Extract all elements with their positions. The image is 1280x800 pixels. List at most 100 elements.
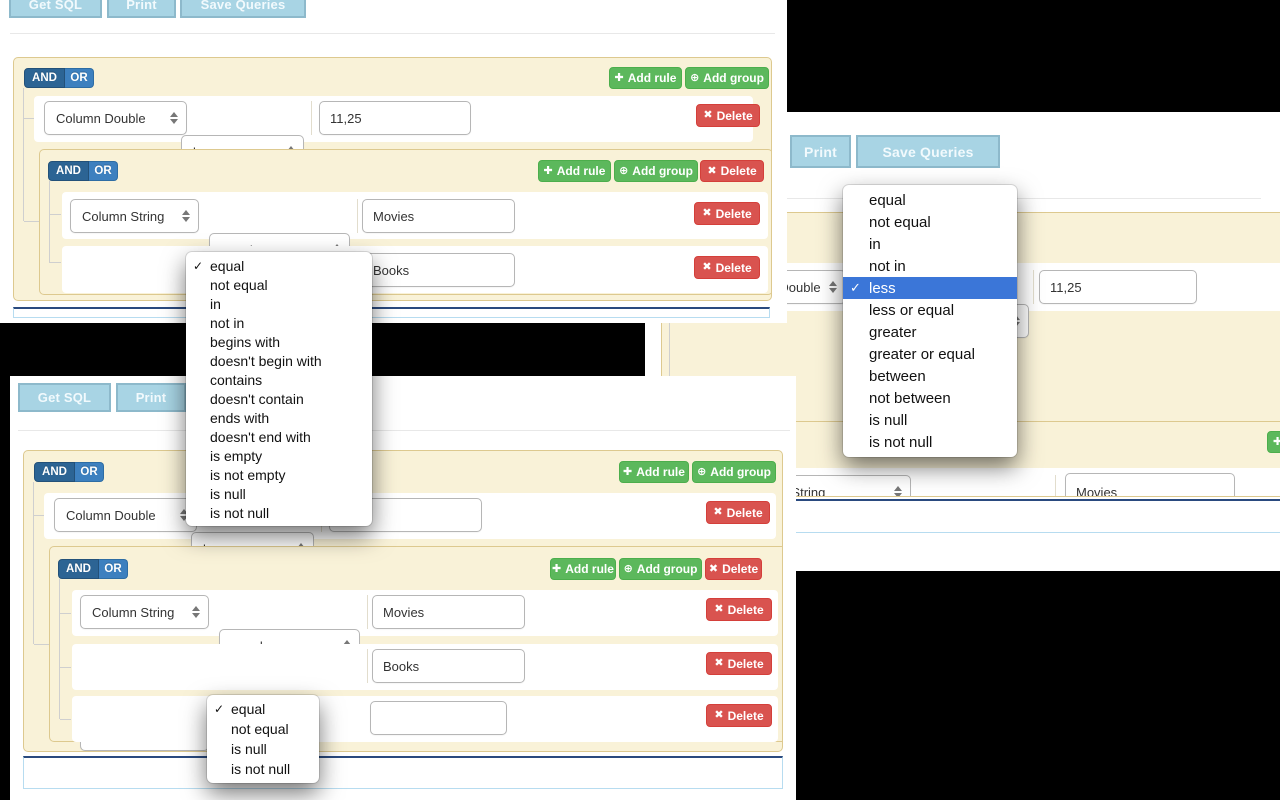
- menu-item[interactable]: doesn't end with: [186, 427, 372, 446]
- nested-rules-group: AND OR ✚ Add rule ⊕ Add group ✖ Delete C…: [39, 149, 771, 295]
- menu-item[interactable]: between: [843, 365, 1017, 387]
- menu-item[interactable]: ✓ less: [843, 277, 1017, 299]
- add-group-button[interactable]: ⊕ Add group: [619, 558, 702, 580]
- tree-connector: [50, 214, 61, 215]
- and-toggle-button[interactable]: AND: [24, 68, 65, 88]
- query-builder-window-bottom: Get SQL Print Save Queries AND OR ✚ Add …: [10, 376, 796, 800]
- rules-group: AND OR ✚ Add rule ⊕ Add group Column Dou…: [13, 57, 772, 301]
- menu-item[interactable]: not in: [186, 313, 372, 332]
- menu-item[interactable]: is null: [186, 484, 372, 503]
- field-select[interactable]: Column String: [70, 199, 199, 233]
- field-select[interactable]: Column Double: [44, 101, 187, 135]
- plus-circle-icon: ⊕: [623, 562, 633, 575]
- field-select[interactable]: Column Double: [54, 498, 197, 532]
- value-input[interactable]: Books: [362, 253, 515, 287]
- add-rule-button[interactable]: ✚ Add rule: [538, 160, 611, 182]
- or-label: OR: [70, 72, 88, 84]
- value-input[interactable]: [370, 701, 507, 735]
- cross-icon: ✖: [714, 657, 724, 669]
- field-select[interactable]: Column String: [80, 595, 209, 629]
- add-rule-button[interactable]: ✚ Add rule: [1267, 431, 1280, 453]
- or-toggle-button[interactable]: OR: [99, 559, 128, 579]
- menu-item[interactable]: not in: [843, 255, 1017, 277]
- menu-item[interactable]: in: [186, 294, 372, 313]
- or-toggle-button[interactable]: OR: [65, 68, 94, 88]
- menu-item[interactable]: equal: [843, 189, 1017, 211]
- add-group-button[interactable]: ⊕ Add group: [614, 160, 698, 182]
- menu-item[interactable]: is not empty: [186, 465, 372, 484]
- operator-dropdown-menu-boolean[interactable]: ✓ equal not equal is null is not null: [207, 695, 319, 783]
- menu-item-label: not between: [869, 389, 951, 407]
- add-rule-button[interactable]: ✚ Add rule: [609, 67, 682, 89]
- menu-item[interactable]: is not null: [186, 503, 372, 522]
- delete-rule-button[interactable]: ✖ Delete: [694, 256, 760, 279]
- delete-rule-button[interactable]: ✖ Delete: [696, 104, 760, 127]
- menu-item[interactable]: is not null: [207, 759, 319, 779]
- value-input[interactable]: Movies: [372, 595, 525, 629]
- value-input[interactable]: 11,25: [319, 101, 471, 135]
- menu-item[interactable]: is null: [207, 739, 319, 759]
- delete-rule-button[interactable]: ✖ Delete: [706, 598, 772, 621]
- save-queries-button[interactable]: Save Queries: [856, 135, 1000, 168]
- menu-item[interactable]: is empty: [186, 446, 372, 465]
- or-label: OR: [94, 165, 112, 177]
- delete-group-button[interactable]: ✖ Delete: [700, 160, 764, 182]
- add-rule-button[interactable]: ✚ Add rule: [619, 461, 689, 483]
- get-sql-button[interactable]: Get SQL: [9, 0, 102, 18]
- delete-rule-button[interactable]: ✖ Delete: [706, 704, 772, 727]
- menu-item[interactable]: is not null: [843, 431, 1017, 453]
- add-group-button[interactable]: ⊕ Add group: [685, 67, 769, 89]
- value-input[interactable]: Movies: [362, 199, 515, 233]
- menu-item[interactable]: greater: [843, 321, 1017, 343]
- operator-dropdown-menu-number[interactable]: equal not equal in not in ✓ less less or equal…: [843, 185, 1017, 457]
- value-input[interactable]: Movies: [1065, 473, 1235, 496]
- menu-item[interactable]: contains: [186, 370, 372, 389]
- menu-item[interactable]: not equal: [843, 211, 1017, 233]
- delete-group-button[interactable]: ✖ Delete: [705, 558, 762, 580]
- and-toggle-button[interactable]: AND: [48, 161, 89, 181]
- select-stepper-icon: [180, 509, 188, 521]
- menu-item[interactable]: not equal: [186, 275, 372, 294]
- menu-item[interactable]: doesn't begin with: [186, 351, 372, 370]
- menu-item[interactable]: doesn't contain: [186, 389, 372, 408]
- print-button[interactable]: Print: [107, 0, 176, 18]
- or-toggle-button[interactable]: OR: [75, 462, 104, 482]
- add-rule-button[interactable]: ✚ Add rule: [550, 558, 616, 580]
- delete-rule-button[interactable]: ✖ Delete: [706, 652, 772, 675]
- delete-rule-button[interactable]: ✖ Delete: [694, 202, 760, 225]
- or-toggle-button[interactable]: OR: [89, 161, 118, 181]
- value-input[interactable]: 11,25: [1039, 270, 1197, 304]
- menu-item[interactable]: less or equal: [843, 299, 1017, 321]
- menu-item-label: not in: [210, 314, 245, 331]
- save-queries-button[interactable]: Save Queries: [180, 0, 306, 18]
- menu-item[interactable]: is null: [843, 409, 1017, 431]
- and-label: AND: [56, 165, 81, 177]
- menu-item[interactable]: ✓ equal: [207, 699, 319, 719]
- operator-dropdown-menu-string[interactable]: ✓ equal not equal in not in begins with doesn'…: [186, 252, 372, 526]
- delete-rule-button[interactable]: ✖ Delete: [706, 501, 770, 524]
- add-group-button[interactable]: ⊕ Add group: [692, 461, 776, 483]
- print-button[interactable]: Print: [116, 383, 186, 412]
- tree-connector: [59, 579, 60, 719]
- menu-item[interactable]: greater or equal: [843, 343, 1017, 365]
- menu-item-label: not equal: [210, 276, 268, 293]
- select-stepper-icon: [182, 210, 190, 222]
- and-toggle-button[interactable]: AND: [34, 462, 75, 482]
- menu-item[interactable]: not equal: [207, 719, 319, 739]
- menu-item[interactable]: begins with: [186, 332, 372, 351]
- menu-item[interactable]: ends with: [186, 408, 372, 427]
- get-sql-button[interactable]: Get SQL: [18, 383, 111, 412]
- value-divider: [1033, 270, 1034, 304]
- add-rule-label: Add rule: [627, 71, 677, 85]
- print-button[interactable]: Print: [790, 135, 851, 168]
- print-label: Print: [135, 390, 167, 405]
- plus-icon: ✚: [614, 71, 624, 84]
- tree-connector: [33, 482, 34, 644]
- menu-item[interactable]: not between: [843, 387, 1017, 409]
- and-toggle-button[interactable]: AND: [58, 559, 99, 579]
- menu-item-label: is not null: [231, 761, 291, 777]
- value-input[interactable]: Books: [372, 649, 525, 683]
- menu-item[interactable]: in: [843, 233, 1017, 255]
- menu-item-label: is null: [231, 741, 267, 757]
- menu-item[interactable]: ✓ equal: [186, 256, 372, 275]
